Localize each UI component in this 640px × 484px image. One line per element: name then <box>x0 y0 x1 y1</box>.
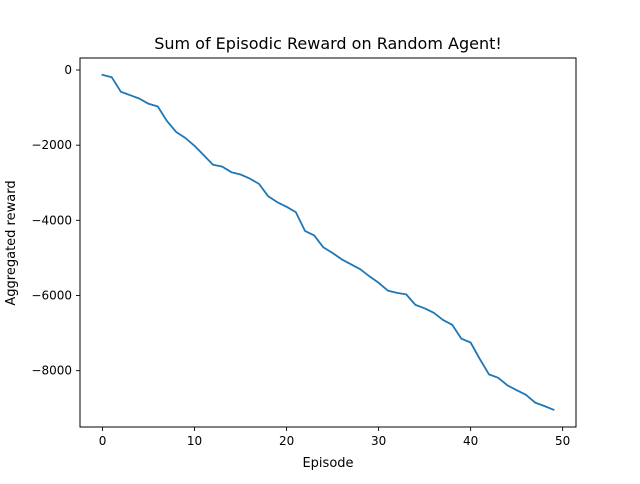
chart-title: Sum of Episodic Reward on Random Agent! <box>154 34 502 53</box>
x-tick-label: 50 <box>555 434 570 448</box>
x-tick-label: 20 <box>279 434 294 448</box>
x-tick-label: 30 <box>371 434 386 448</box>
y-tick-label: −4000 <box>31 213 72 227</box>
y-tick-label: −8000 <box>31 364 72 378</box>
x-tick-label: 0 <box>99 434 107 448</box>
x-tick-label: 10 <box>187 434 202 448</box>
y-tick-label: 0 <box>64 63 72 77</box>
x-tick-label: 40 <box>463 434 478 448</box>
y-tick-label: −2000 <box>31 138 72 152</box>
y-tick-label: −6000 <box>31 288 72 302</box>
y-axis-label: Aggregated reward <box>4 180 19 305</box>
x-axis-label: Episode <box>302 456 353 471</box>
